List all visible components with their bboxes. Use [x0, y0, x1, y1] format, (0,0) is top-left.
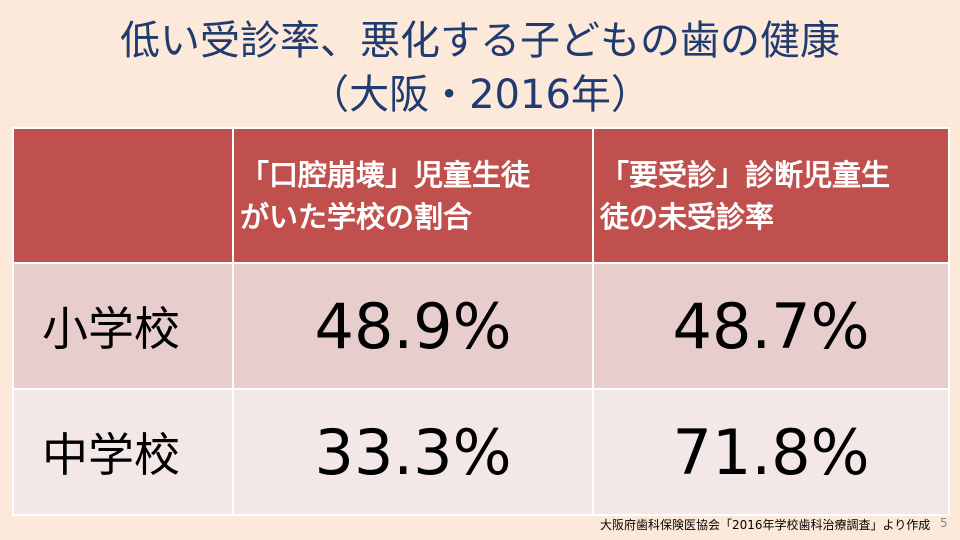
value-cell: 33.3% [232, 388, 594, 516]
row: 小学校 48.9% 48.7% [12, 262, 950, 390]
header-row: 「口腔崩壊」児童生徒 がいた学校の割合 「要受診」診断児童生 徒の未受診率 [12, 127, 950, 264]
value-cell: 71.8% [592, 388, 950, 516]
value-cell: 48.7% [592, 262, 950, 390]
header-line: がいた学校の割合 [240, 199, 473, 234]
row-label: 中学校 [12, 388, 234, 516]
source-note: 大阪府歯科保険医協会「2016年学校歯科治療調査」より作成 [600, 518, 931, 532]
header-cell: 「口腔崩壊」児童生徒 がいた学校の割合 [232, 127, 594, 264]
subtitle: （大阪・2016年） [309, 72, 651, 118]
table: 「口腔崩壊」児童生徒 がいた学校の割合 「要受診」診断児童生 徒の未受診率 小学校 48… [12, 127, 950, 516]
header-line: 「口腔崩壊」児童生徒 [240, 157, 531, 192]
page-number: 5 [940, 516, 948, 530]
value-cell: 48.9% [232, 262, 594, 390]
title: 低い受診率、悪化する子どもの歯の健康 [120, 18, 840, 64]
header-cell [12, 127, 234, 264]
row-label: 小学校 [12, 262, 234, 390]
header-line: 「要受診」診断児童生 [600, 157, 891, 192]
header-line: 徒の未受診率 [600, 199, 775, 234]
header-cell: 「要受診」診断児童生 徒の未受診率 [592, 127, 950, 264]
row: 中学校 33.3% 71.8% [12, 388, 950, 516]
